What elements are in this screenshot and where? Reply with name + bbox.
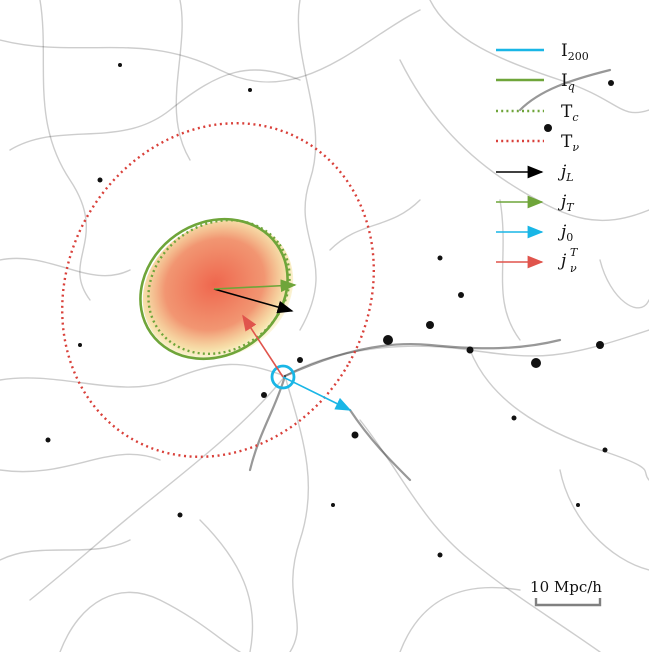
legend-iq-sub: q (568, 80, 575, 93)
j-nu-arrow (242, 314, 284, 378)
svg-text:jT: jT (557, 192, 575, 214)
dark-matter-clumps (45, 63, 614, 558)
legend-jl-sub: L (565, 171, 573, 184)
legend-tnu-sub: ν (572, 141, 579, 154)
j-l-arrow (213, 288, 294, 314)
legend-jnu-base: j (557, 251, 567, 271)
legend-tnu-base: T (561, 132, 573, 152)
legend-jl-base: j (557, 162, 567, 182)
legend-item-jl: jL (496, 162, 574, 184)
legend-i200-base: I (561, 41, 568, 61)
svg-text:Iq: Iq (561, 71, 575, 93)
j-t-arrow (213, 279, 297, 293)
legend-item-jt: jT (496, 192, 575, 214)
legend-tc-base: T (561, 102, 573, 122)
legend-item-iq: Iq (496, 71, 575, 93)
legend: I200 Iq Tc Tν jL (496, 41, 589, 275)
legend-item-jnu: j T ν (496, 246, 579, 275)
legend-jnu-sup: T (570, 246, 579, 259)
j-0-arrow (282, 376, 352, 411)
i-q-ellipse (139, 217, 289, 361)
svg-text:Tν: Tν (561, 132, 579, 154)
svg-text:Tc: Tc (561, 102, 579, 124)
legend-iq-base: I (561, 71, 568, 91)
legend-jt-sub: T (566, 201, 575, 214)
i-200-circle (270, 364, 296, 390)
t-c-ellipse (147, 218, 291, 356)
legend-i200-sub: 200 (568, 50, 589, 63)
legend-j0-sub: 0 (566, 231, 573, 244)
t-nu-ellipse (61, 122, 375, 458)
legend-item-j0: j0 (496, 222, 573, 244)
legend-tc-sub: c (572, 111, 578, 124)
legend-item-tc: Tc (496, 102, 579, 124)
svg-text:j0: j0 (557, 222, 573, 244)
scale-bar: 10 Mpc/h (530, 578, 602, 607)
scale-bar-label: 10 Mpc/h (530, 578, 602, 596)
svg-text:I200: I200 (561, 41, 589, 63)
svg-text:jL: jL (557, 162, 574, 184)
legend-jt-base: j (557, 192, 567, 212)
legend-jnu-sub: ν (570, 262, 577, 275)
legend-j0-base: j (557, 222, 567, 242)
legend-item-tnu: Tν (496, 132, 579, 154)
svg-text:j: j (557, 251, 567, 271)
legend-item-i200: I200 (496, 41, 589, 63)
